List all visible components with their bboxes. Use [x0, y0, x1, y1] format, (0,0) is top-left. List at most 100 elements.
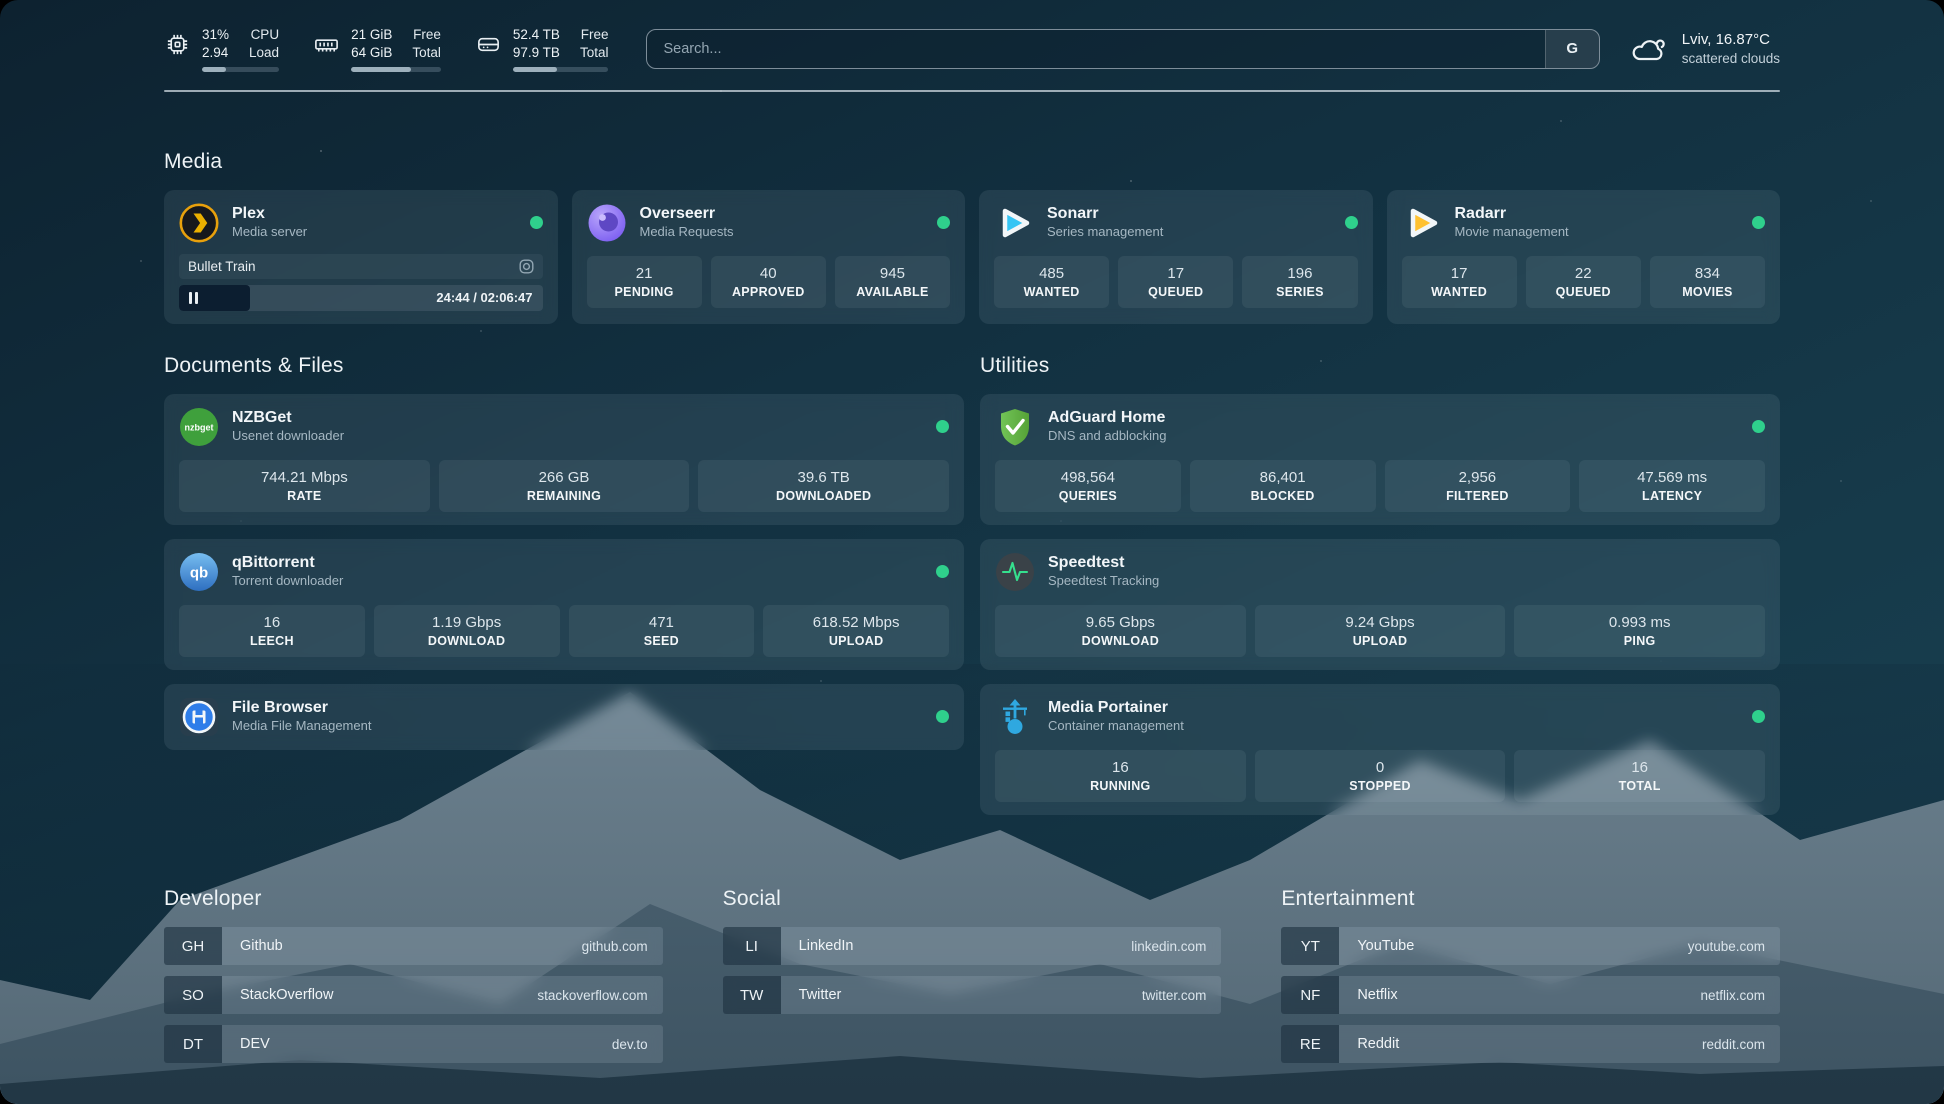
stat-value: 618.52 Mbps: [812, 613, 900, 631]
stat-tile: 744.21 Mbps RATE: [179, 459, 430, 512]
stat-tile: 485 WANTED: [994, 255, 1110, 308]
search-input[interactable]: [647, 29, 1545, 68]
stat-tile: 22 QUEUED: [1525, 255, 1641, 308]
stat-label: QUEUED: [1148, 284, 1204, 299]
app-card-qbittorrent[interactable]: qb qBittorrent Torrent downloader 16 LEE…: [164, 538, 964, 670]
disk-widget: 52.4 TB Free 97.9 TB Total: [475, 26, 609, 72]
stat-tile: 471 SEED: [568, 604, 755, 657]
bookmark-dev[interactable]: DT DEV dev.to: [164, 1025, 663, 1063]
stat-label: PENDING: [614, 284, 674, 299]
app-card-portainer[interactable]: Media Portainer Container management 16 …: [980, 683, 1780, 815]
stat-value: 16: [263, 613, 281, 631]
bookmark-domain: github.com: [581, 938, 648, 954]
portainer-icon: [995, 697, 1035, 737]
stat-value: 22: [1574, 264, 1592, 282]
app-name: Speedtest: [1048, 554, 1125, 572]
cloud-icon: [1630, 34, 1668, 64]
bookmark-stackoverflow[interactable]: SO StackOverflow stackoverflow.com: [164, 976, 663, 1014]
app-card-nzbget[interactable]: nzbget NZBGet Usenet downloader 744.21 M…: [164, 393, 964, 525]
app-card-radarr[interactable]: Radarr Movie management 17 WANTED 22 QUE…: [1386, 189, 1780, 324]
stat-label: SEED: [643, 634, 679, 648]
cpu-icon: [164, 31, 191, 58]
weather-widget: Lviv, 16.87°C scattered clouds: [1630, 30, 1780, 68]
playback-time: 24:44 / 02:06:47: [436, 289, 533, 305]
cpu-load-label: Load: [249, 44, 280, 60]
now-playing-bar: Bullet Train: [179, 253, 543, 279]
app-card-adguard[interactable]: AdGuard Home DNS and adblocking 498,564 …: [980, 393, 1780, 525]
bookmark-netflix[interactable]: NF Netflix netflix.com: [1281, 976, 1780, 1014]
stat-tile: 17 QUEUED: [1118, 255, 1234, 308]
stat-tile: 39.6 TB DOWNLOADED: [698, 459, 950, 512]
stat-tile: 86,401 BLOCKED: [1189, 459, 1376, 512]
cpu-progress-fill: [202, 66, 226, 72]
stat-value: 0: [1375, 758, 1385, 776]
stat-tile: 9.65 Gbps DOWNLOAD: [995, 604, 1246, 657]
stat-tile: 16 TOTAL: [1514, 749, 1766, 802]
disk-free-value: 52.4 TB: [512, 27, 560, 42]
bookmark-reddit[interactable]: RE Reddit reddit.com: [1281, 1025, 1780, 1063]
search-provider-button[interactable]: G: [1544, 29, 1599, 68]
app-name: qBittorrent: [232, 554, 315, 572]
stat-value: 17: [1450, 264, 1468, 282]
app-desc: Movie management: [1454, 224, 1569, 240]
bookmark-github[interactable]: GH Github github.com: [164, 927, 663, 965]
app-desc: Usenet downloader: [232, 428, 345, 444]
app-name: Media Portainer: [1048, 699, 1169, 717]
weather-location-temp: Lviv, 16.87°C: [1681, 30, 1770, 48]
section-title-utilities: Utilities: [980, 353, 1050, 377]
status-dot-online: [529, 216, 543, 230]
stat-tile: 834 MOVIES: [1649, 255, 1766, 308]
stat-value: 498,564: [1060, 468, 1115, 486]
bookmark-domain: reddit.com: [1701, 1036, 1765, 1052]
stat-tile: 16 RUNNING: [995, 749, 1246, 802]
stat-tile: 0.993 ms PING: [1514, 604, 1766, 657]
bookmark-domain: linkedin.com: [1131, 938, 1207, 954]
bookmark-name: YouTube: [1357, 938, 1415, 954]
bookmark-name: StackOverflow: [240, 987, 334, 1003]
section-title-developer: Developer: [164, 887, 262, 910]
app-desc: Speedtest Tracking: [1048, 573, 1160, 589]
status-dot-online: [936, 710, 949, 724]
stat-value: 266 GB: [538, 468, 590, 486]
qbittorrent-icon: qb: [179, 552, 219, 592]
stat-label: TOTAL: [1618, 779, 1661, 794]
stat-value: 17: [1167, 264, 1185, 282]
app-card-speedtest[interactable]: Speedtest Speedtest Tracking 9.65 Gbps D…: [980, 538, 1780, 670]
stat-label: RATE: [287, 488, 322, 503]
bookmark-linkedin[interactable]: LI LinkedIn linkedin.com: [722, 927, 1222, 965]
stat-label: PING: [1623, 634, 1656, 648]
app-card-plex[interactable]: Plex Media server Bullet Train: [164, 189, 558, 324]
app-card-filebrowser[interactable]: File Browser Media File Management: [164, 683, 964, 750]
bookmark-twitter[interactable]: TW Twitter twitter.com: [722, 976, 1222, 1014]
stat-tile: 2,956 FILTERED: [1384, 459, 1571, 512]
app-desc: Series management: [1047, 224, 1164, 240]
stat-label: FILTERED: [1446, 488, 1509, 503]
stat-label: LATENCY: [1642, 488, 1703, 503]
app-desc: Container management: [1048, 718, 1184, 734]
radarr-icon: [1402, 203, 1442, 243]
bookmarks-grid: Developer GH Github github.com SO StackO…: [164, 829, 1780, 1104]
stat-value: 196: [1287, 264, 1313, 282]
bookmark-name: Reddit: [1357, 1036, 1400, 1052]
stat-tile: 17 WANTED: [1401, 255, 1517, 308]
bookmark-group-entertainment: Entertainment YT YouTube youtube.com NF …: [1281, 829, 1780, 1074]
bookmark-abbr: TW: [722, 976, 781, 1014]
app-desc: Media File Management: [232, 718, 372, 734]
bookmark-domain: dev.to: [611, 1036, 648, 1052]
bookmark-domain: youtube.com: [1687, 938, 1765, 954]
bookmark-abbr: LI: [722, 927, 781, 965]
bookmark-youtube[interactable]: YT YouTube youtube.com: [1281, 927, 1780, 965]
search-bar: G: [646, 28, 1600, 69]
app-card-overseerr[interactable]: Overseerr Media Requests 21 PENDING 40 A…: [571, 189, 965, 324]
app-card-sonarr[interactable]: Sonarr Series management 485 WANTED 17 Q…: [979, 189, 1373, 324]
app-name: NZBGet: [232, 409, 292, 427]
stat-label: STOPPED: [1349, 779, 1411, 794]
status-dot-online: [1344, 216, 1358, 230]
resource-widgets: 31% CPU 2.94 Load: [164, 26, 609, 72]
stat-tile: 618.52 Mbps UPLOAD: [763, 604, 949, 657]
app-name: Overseerr: [639, 205, 716, 223]
memory-free-value: 21 GiB: [351, 27, 393, 42]
app-name: Radarr: [1454, 205, 1507, 223]
stat-label: UPLOAD: [1352, 634, 1408, 648]
cpu-usage-value: 31%: [202, 27, 230, 42]
